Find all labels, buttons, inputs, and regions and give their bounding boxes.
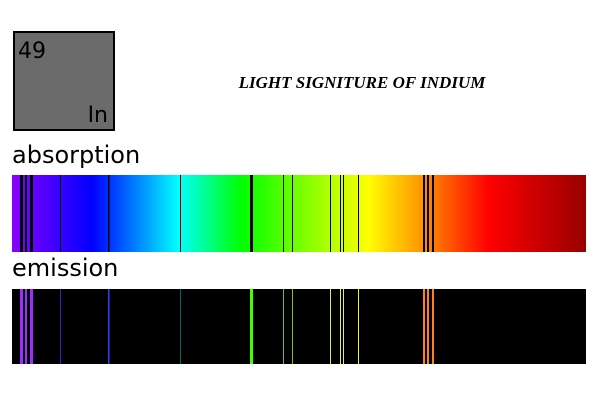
spectral-line xyxy=(432,175,434,252)
spectral-line xyxy=(423,289,425,364)
spectral-line xyxy=(60,289,61,364)
spectral-line xyxy=(283,175,284,252)
title: LIGHT SIGNITURE OF INDIUM xyxy=(238,73,487,92)
spectral-line xyxy=(180,289,181,364)
emission-spectrum xyxy=(12,289,586,364)
spectral-line xyxy=(330,175,331,252)
spectral-line xyxy=(25,175,27,252)
spectral-line xyxy=(250,175,253,252)
absorption-label: absorption xyxy=(12,141,140,169)
emission-label: emission xyxy=(12,254,118,282)
spectral-line xyxy=(108,175,110,252)
spectral-line xyxy=(30,175,33,252)
spectral-line xyxy=(60,175,61,252)
spectral-line xyxy=(25,289,27,364)
spectral-line xyxy=(427,289,429,364)
spectral-line xyxy=(340,289,341,364)
absorption-spectrum xyxy=(12,175,586,252)
spectral-line xyxy=(30,289,33,364)
spectral-line xyxy=(340,175,341,252)
spectral-line xyxy=(283,289,284,364)
spectral-line xyxy=(292,175,293,252)
element-symbol: In xyxy=(88,103,108,128)
spectral-line xyxy=(358,175,359,252)
atomic-number: 49 xyxy=(18,39,46,64)
spectral-line xyxy=(343,175,344,252)
spectral-line xyxy=(250,289,253,364)
spectral-line xyxy=(180,175,181,252)
absorption-lines xyxy=(20,175,434,252)
spectral-line xyxy=(427,175,429,252)
spectral-line xyxy=(343,289,344,364)
spectral-line xyxy=(20,175,23,252)
spectral-line xyxy=(358,289,359,364)
spectral-line xyxy=(432,289,434,364)
element-tile xyxy=(13,31,115,131)
spectral-line xyxy=(108,289,110,364)
spectral-line xyxy=(292,289,293,364)
emission-lines xyxy=(20,289,434,364)
spectral-line xyxy=(423,175,425,252)
spectral-line xyxy=(20,289,23,364)
spectral-line xyxy=(330,289,331,364)
